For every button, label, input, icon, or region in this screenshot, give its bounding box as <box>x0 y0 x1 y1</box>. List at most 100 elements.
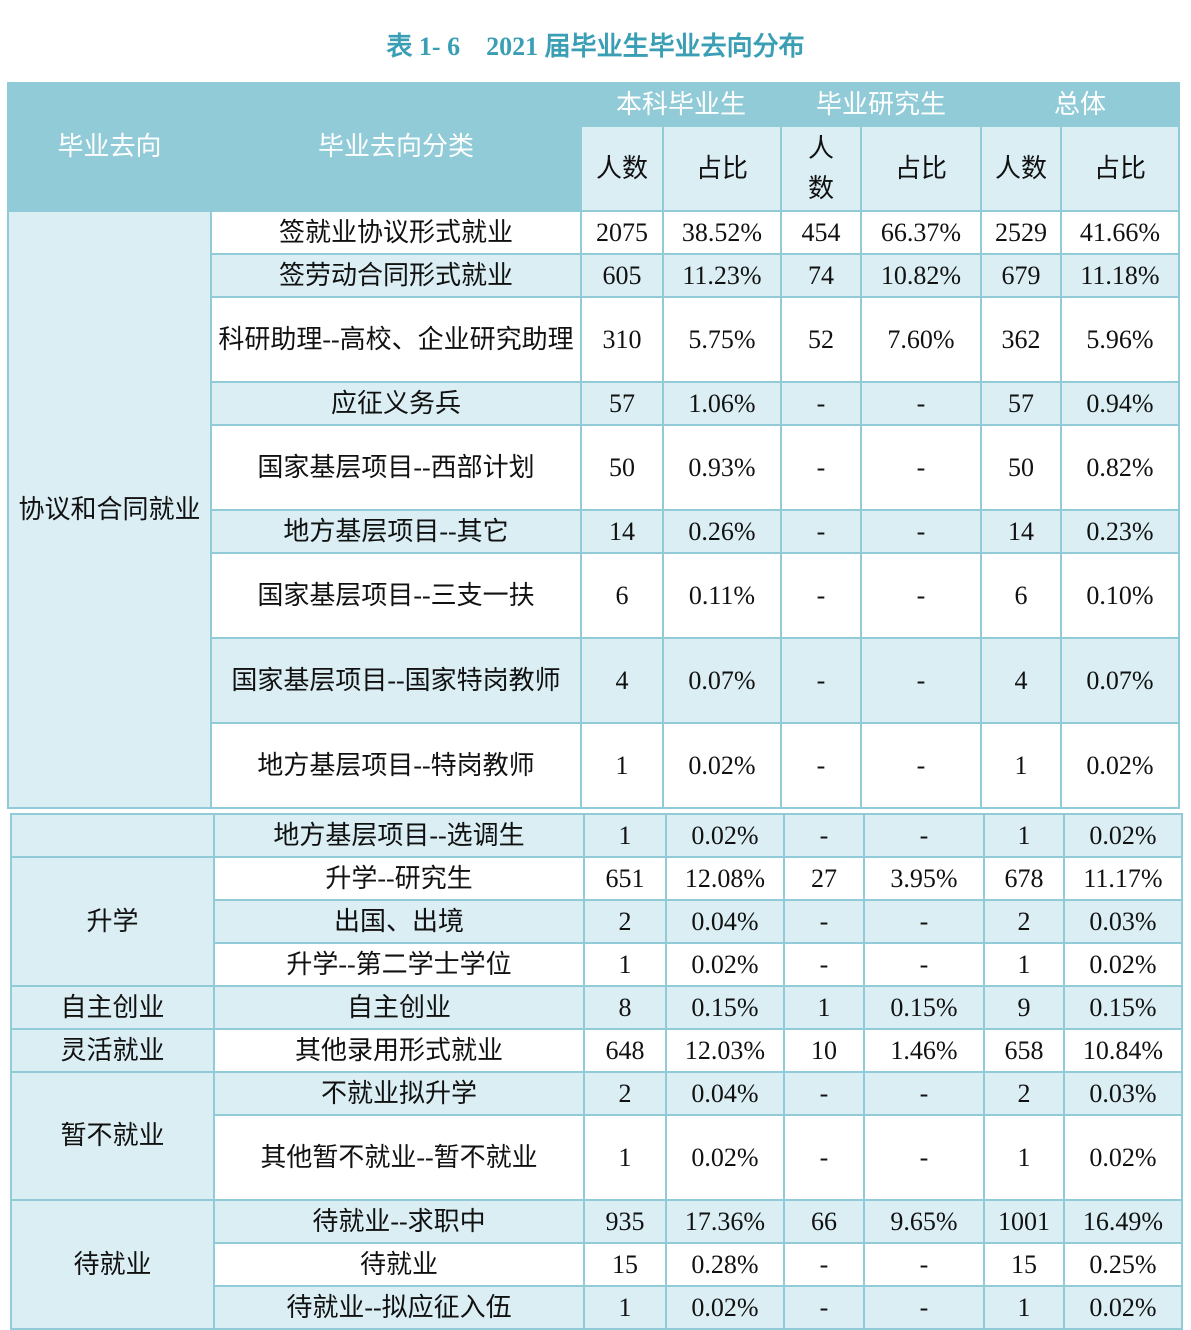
value-cell: 8 <box>583 985 667 1030</box>
table-row: 国家基层项目--西部计划 50 0.93% - -50 0.82% <box>8 424 1180 511</box>
value-cell: 1 <box>983 1285 1065 1330</box>
value-cell: 0.02% <box>662 722 782 809</box>
value-cell: 0.25% <box>1063 1242 1183 1287</box>
header-total: 总体 <box>980 82 1180 127</box>
group-cell: 灵活就业 <box>10 1028 215 1073</box>
value-cell: 0.28% <box>665 1242 785 1287</box>
value-cell: 0.04% <box>665 1071 785 1116</box>
value-cell: 12.03% <box>665 1028 785 1073</box>
group-cell: 暂不就业 <box>10 1071 215 1201</box>
value-cell: 0.23% <box>1060 509 1180 554</box>
category-cell: 待就业 <box>213 1242 585 1287</box>
value-cell: 1 <box>980 722 1062 809</box>
value-cell: 0.02% <box>665 1114 785 1201</box>
category-cell: 待就业--求职中 <box>213 1199 585 1244</box>
value-cell: - <box>780 381 862 426</box>
value-cell: 0.11% <box>662 552 782 639</box>
table-row: 应征义务兵 57 1.06% - -57 0.94% <box>8 381 1180 426</box>
category-cell: 签劳动合同形式就业 <box>210 253 582 298</box>
value-cell: 6 <box>980 552 1062 639</box>
table-row: 待就业 待就业--求职中 935 17.36% 66 9.65% 1001 16.49% <box>10 1199 1183 1330</box>
value-cell: 57 <box>580 381 664 426</box>
value-cell: 3.95% <box>863 856 985 901</box>
group-cell <box>10 813 215 858</box>
value-cell: 66 <box>783 1199 865 1244</box>
value-cell: 10.82% <box>860 253 982 298</box>
value-cell: 2 <box>983 1071 1065 1116</box>
value-cell: - <box>860 637 982 724</box>
value-cell: 66.37% <box>860 210 982 255</box>
table-row: 自主创业 自主创业 8 0.15% 1 0.15% 9 0.15% <box>10 985 1183 1030</box>
value-cell: - <box>863 942 985 987</box>
value-cell: 362 <box>980 296 1062 383</box>
value-cell: 2 <box>583 1071 667 1116</box>
value-cell: 651 <box>583 856 667 901</box>
value-cell: - <box>863 1114 985 1201</box>
value-cell: 2075 <box>580 210 664 255</box>
value-cell: 0.02% <box>1063 1114 1183 1201</box>
value-cell: 0.07% <box>662 637 782 724</box>
value-cell: - <box>780 637 862 724</box>
value-cell: 57 <box>980 381 1062 426</box>
value-cell: 679 <box>980 253 1062 298</box>
value-cell: 16.49% <box>1063 1199 1183 1244</box>
value-cell: 1001 <box>983 1199 1065 1244</box>
value-cell: 658 <box>983 1028 1065 1073</box>
category-cell: 不就业拟升学 <box>213 1071 585 1116</box>
destination-table-part-1: 毕业去向 毕业去向分类 本科毕业生 毕业研究生 总体 人数 占比人 数占比 人数 占比… <box>7 82 1180 809</box>
category-cell: 应征义务兵 <box>210 381 582 426</box>
value-cell: 74 <box>780 253 862 298</box>
value-cell: 0.15% <box>665 985 785 1030</box>
value-cell: 11.17% <box>1063 856 1183 901</box>
group-cell: 自主创业 <box>10 985 215 1030</box>
table-row: 科研助理--高校、企业研究助理 310 5.75% 52 7.60% 362 5.96% <box>8 296 1180 383</box>
category-cell: 升学--研究生 <box>213 856 585 901</box>
value-cell: 10.84% <box>1063 1028 1183 1073</box>
category-cell: 其他录用形式就业 <box>213 1028 585 1073</box>
value-cell: 0.82% <box>1060 424 1180 511</box>
table-row: 灵活就业 其他录用形式就业 648 12.03% 10 1.46% 658 10.84% <box>10 1028 1183 1073</box>
value-cell: 10 <box>783 1028 865 1073</box>
value-cell: 0.26% <box>662 509 782 554</box>
value-cell: 6 <box>580 552 664 639</box>
value-cell: 0.04% <box>665 899 785 944</box>
value-cell: 9 <box>983 985 1065 1030</box>
value-cell: 2529 <box>980 210 1062 255</box>
value-cell: - <box>783 1285 865 1330</box>
value-cell: 1 <box>580 722 664 809</box>
value-cell: 0.03% <box>1063 1071 1183 1116</box>
category-cell: 自主创业 <box>213 985 585 1030</box>
value-cell: - <box>780 722 862 809</box>
value-cell: 7.60% <box>860 296 982 383</box>
table-title: 表 1- 6 2021 届毕业生毕业去向分布 <box>386 32 805 61</box>
value-cell: 1.46% <box>863 1028 985 1073</box>
subheader-1: 占比 <box>662 125 782 212</box>
value-cell: 5.96% <box>1060 296 1180 383</box>
category-cell: 科研助理--高校、企业研究助理 <box>210 296 582 383</box>
value-cell: - <box>783 1114 865 1201</box>
subheader-5: 占比 <box>1060 125 1180 212</box>
table-row: 国家基层项目--国家特岗教师 4 0.07% - -4 0.07% <box>8 637 1180 724</box>
value-cell: 0.15% <box>863 985 985 1030</box>
value-cell: 1 <box>583 813 667 858</box>
value-cell: - <box>860 381 982 426</box>
category-cell: 待就业--拟应征入伍 <box>213 1285 585 1330</box>
value-cell: 11.23% <box>662 253 782 298</box>
table-row: 地方基层项目--特岗教师 1 0.02% - -1 0.02% <box>8 722 1180 809</box>
value-cell: 41.66% <box>1060 210 1180 255</box>
header-direction: 毕业去向 <box>7 82 212 212</box>
value-cell: 0.02% <box>1063 942 1183 987</box>
value-cell: 0.94% <box>1060 381 1180 426</box>
subheader-4: 人数 <box>980 125 1062 212</box>
value-cell: 648 <box>583 1028 667 1073</box>
value-cell: - <box>863 813 985 858</box>
value-cell: - <box>863 1285 985 1330</box>
value-cell: 0.02% <box>665 1285 785 1330</box>
category-cell: 升学--第二学士学位 <box>213 942 585 987</box>
table-row: 签劳动合同形式就业 605 11.23% 74 10.82% 679 11.18% <box>8 253 1180 298</box>
category-cell: 国家基层项目--三支一扶 <box>210 552 582 639</box>
value-cell: 17.36% <box>665 1199 785 1244</box>
value-cell: 5.75% <box>662 296 782 383</box>
value-cell: 0.02% <box>1060 722 1180 809</box>
value-cell: 0.03% <box>1063 899 1183 944</box>
